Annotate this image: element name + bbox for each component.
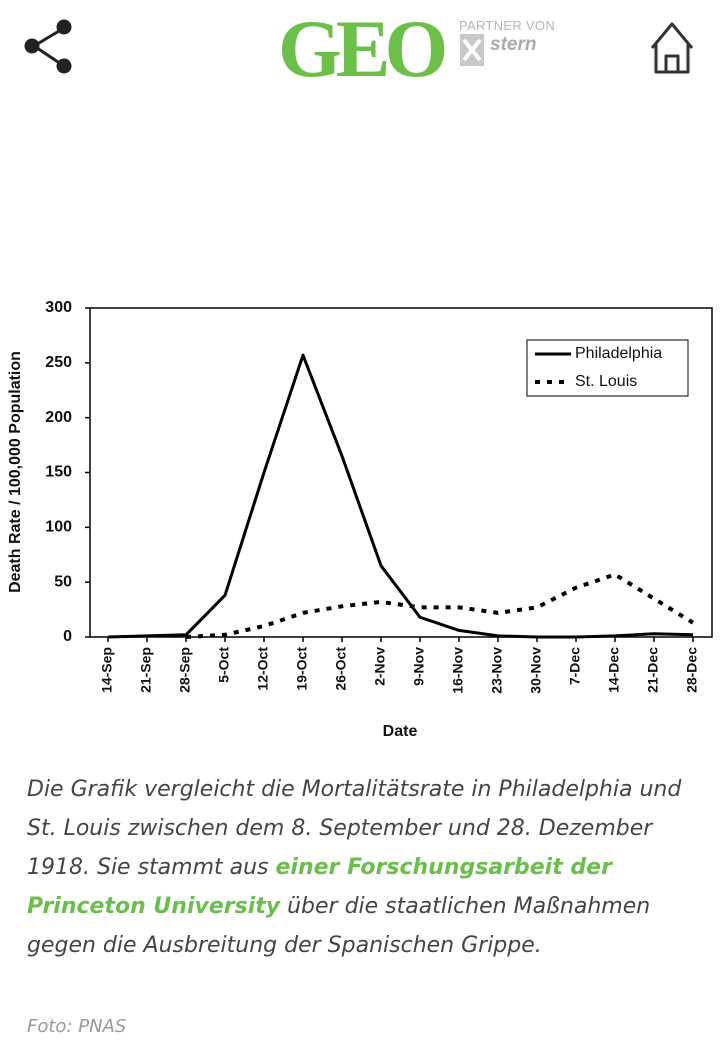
y-tick-label: 150 (45, 464, 72, 481)
chart: Death Rate / 100,000 Population Date 0 50… (7, 299, 713, 740)
x-tick-label: 16-Nov (450, 647, 466, 694)
x-tick-label: 7-Dec (567, 647, 583, 685)
x-tick-label: 28-Dec (684, 647, 700, 693)
y-axis-label: Death Rate / 100,000 Population (7, 351, 24, 593)
x-tick-label: 2-Nov (372, 647, 388, 686)
data-line (185, 572, 695, 639)
x-tick-label: 30-Nov (528, 647, 544, 694)
y-tick-label: 300 (45, 299, 72, 316)
share-button[interactable] (24, 19, 72, 74)
caption: Die Grafik vergleicht die Mortalitätsrat… (27, 770, 707, 965)
partner-label: PARTNER VON (459, 18, 556, 33)
partner-logo[interactable]: stern (490, 34, 537, 55)
caption-link[interactable]: einer Forschungsarbeit der Princeton Uni… (27, 855, 612, 919)
legend-box (526, 339, 689, 397)
app-header: GEO PARTNER VON stern (0, 0, 720, 100)
y-tick-label: 0 (63, 628, 72, 645)
header-icons (24, 19, 694, 74)
x-axis-label: Date (383, 723, 418, 740)
y-tick-label: 100 (45, 519, 72, 536)
legend: Philadelphia St. Louis (526, 339, 689, 397)
x-tick-label: 9-Nov (411, 647, 427, 686)
legend-label: St. Louis (575, 373, 637, 390)
x-tick-label: 5-Oct (216, 647, 232, 683)
x-tick-label: 14-Dec (606, 647, 622, 693)
photo-credit: Foto: PNAS (27, 1016, 127, 1037)
x-tick-label: 28-Sep (177, 647, 193, 693)
x-tick-label: 14-Sep (99, 647, 115, 693)
data-line (107, 353, 694, 639)
y-tick-label: 50 (54, 573, 72, 590)
x-tick-label: 21-Dec (645, 647, 661, 693)
x-tick-label: 19-Oct (294, 647, 310, 691)
x-tick-label: 21-Sep (138, 647, 154, 693)
caption-text: über die staatlichen Maßnahmen gegen die… (27, 894, 651, 958)
x-tick-label: 23-Nov (489, 647, 505, 694)
y-tick-label: 200 (45, 409, 72, 426)
stern-star (460, 34, 484, 66)
logo[interactable]: GEO (278, 3, 448, 94)
caption-text: Die Grafik vergleicht die Mortalitätsrat… (27, 777, 682, 880)
legend-label: Philadelphia (575, 345, 662, 362)
home-button[interactable] (650, 22, 694, 74)
x-tick-label: 12-Oct (255, 647, 271, 691)
x-tick-label: 26-Oct (333, 647, 349, 691)
y-tick-label: 250 (45, 354, 72, 371)
